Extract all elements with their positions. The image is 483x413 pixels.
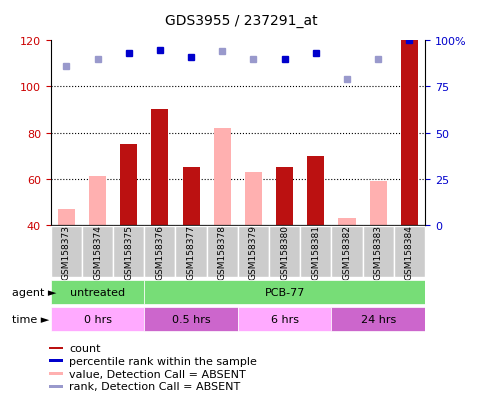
FancyBboxPatch shape: [144, 226, 175, 278]
Text: value, Detection Call = ABSENT: value, Detection Call = ABSENT: [69, 369, 246, 379]
Text: count: count: [69, 343, 101, 353]
Bar: [58, 209, 75, 225]
FancyBboxPatch shape: [238, 307, 331, 331]
Bar: [307, 156, 325, 225]
Text: GSM158374: GSM158374: [93, 225, 102, 279]
Text: GSM158381: GSM158381: [312, 225, 320, 279]
Bar: [89, 177, 106, 225]
FancyBboxPatch shape: [113, 226, 144, 278]
Text: 0 hrs: 0 hrs: [84, 314, 112, 324]
Bar: [369, 181, 387, 225]
FancyBboxPatch shape: [144, 307, 238, 331]
Text: GSM158376: GSM158376: [156, 225, 164, 279]
Text: GDS3955 / 237291_at: GDS3955 / 237291_at: [165, 14, 318, 28]
FancyBboxPatch shape: [331, 226, 363, 278]
Bar: [49, 373, 63, 375]
Bar: [151, 110, 169, 225]
FancyBboxPatch shape: [331, 307, 425, 331]
Text: GSM158383: GSM158383: [374, 225, 383, 279]
Text: time ►: time ►: [12, 314, 49, 324]
Text: GSM158378: GSM158378: [218, 225, 227, 279]
Text: GSM158379: GSM158379: [249, 225, 258, 279]
FancyBboxPatch shape: [238, 226, 269, 278]
Text: PCB-77: PCB-77: [265, 287, 305, 297]
Text: GSM158375: GSM158375: [124, 225, 133, 279]
FancyBboxPatch shape: [82, 226, 113, 278]
Bar: [401, 41, 418, 225]
FancyBboxPatch shape: [363, 226, 394, 278]
FancyBboxPatch shape: [51, 226, 82, 278]
Text: agent ►: agent ►: [12, 287, 57, 297]
Text: GSM158377: GSM158377: [186, 225, 196, 279]
Bar: [120, 145, 137, 225]
FancyBboxPatch shape: [51, 307, 144, 331]
Bar: [49, 347, 63, 349]
Text: rank, Detection Call = ABSENT: rank, Detection Call = ABSENT: [69, 382, 241, 392]
Text: GSM158382: GSM158382: [342, 225, 352, 279]
Bar: [339, 218, 355, 225]
FancyBboxPatch shape: [51, 280, 144, 304]
FancyBboxPatch shape: [144, 280, 425, 304]
FancyBboxPatch shape: [269, 226, 300, 278]
Text: percentile rank within the sample: percentile rank within the sample: [69, 356, 257, 366]
Bar: [276, 168, 293, 225]
Text: GSM158384: GSM158384: [405, 225, 414, 279]
Bar: [49, 360, 63, 362]
Text: untreated: untreated: [70, 287, 125, 297]
FancyBboxPatch shape: [207, 226, 238, 278]
Bar: [213, 128, 231, 225]
Bar: [183, 168, 199, 225]
FancyBboxPatch shape: [175, 226, 207, 278]
FancyBboxPatch shape: [394, 226, 425, 278]
Text: 24 hrs: 24 hrs: [361, 314, 396, 324]
Text: GSM158373: GSM158373: [62, 225, 71, 279]
Text: 6 hrs: 6 hrs: [270, 314, 298, 324]
Bar: [245, 172, 262, 225]
Text: GSM158380: GSM158380: [280, 225, 289, 279]
Bar: [49, 385, 63, 388]
Text: 0.5 hrs: 0.5 hrs: [172, 314, 211, 324]
FancyBboxPatch shape: [300, 226, 331, 278]
